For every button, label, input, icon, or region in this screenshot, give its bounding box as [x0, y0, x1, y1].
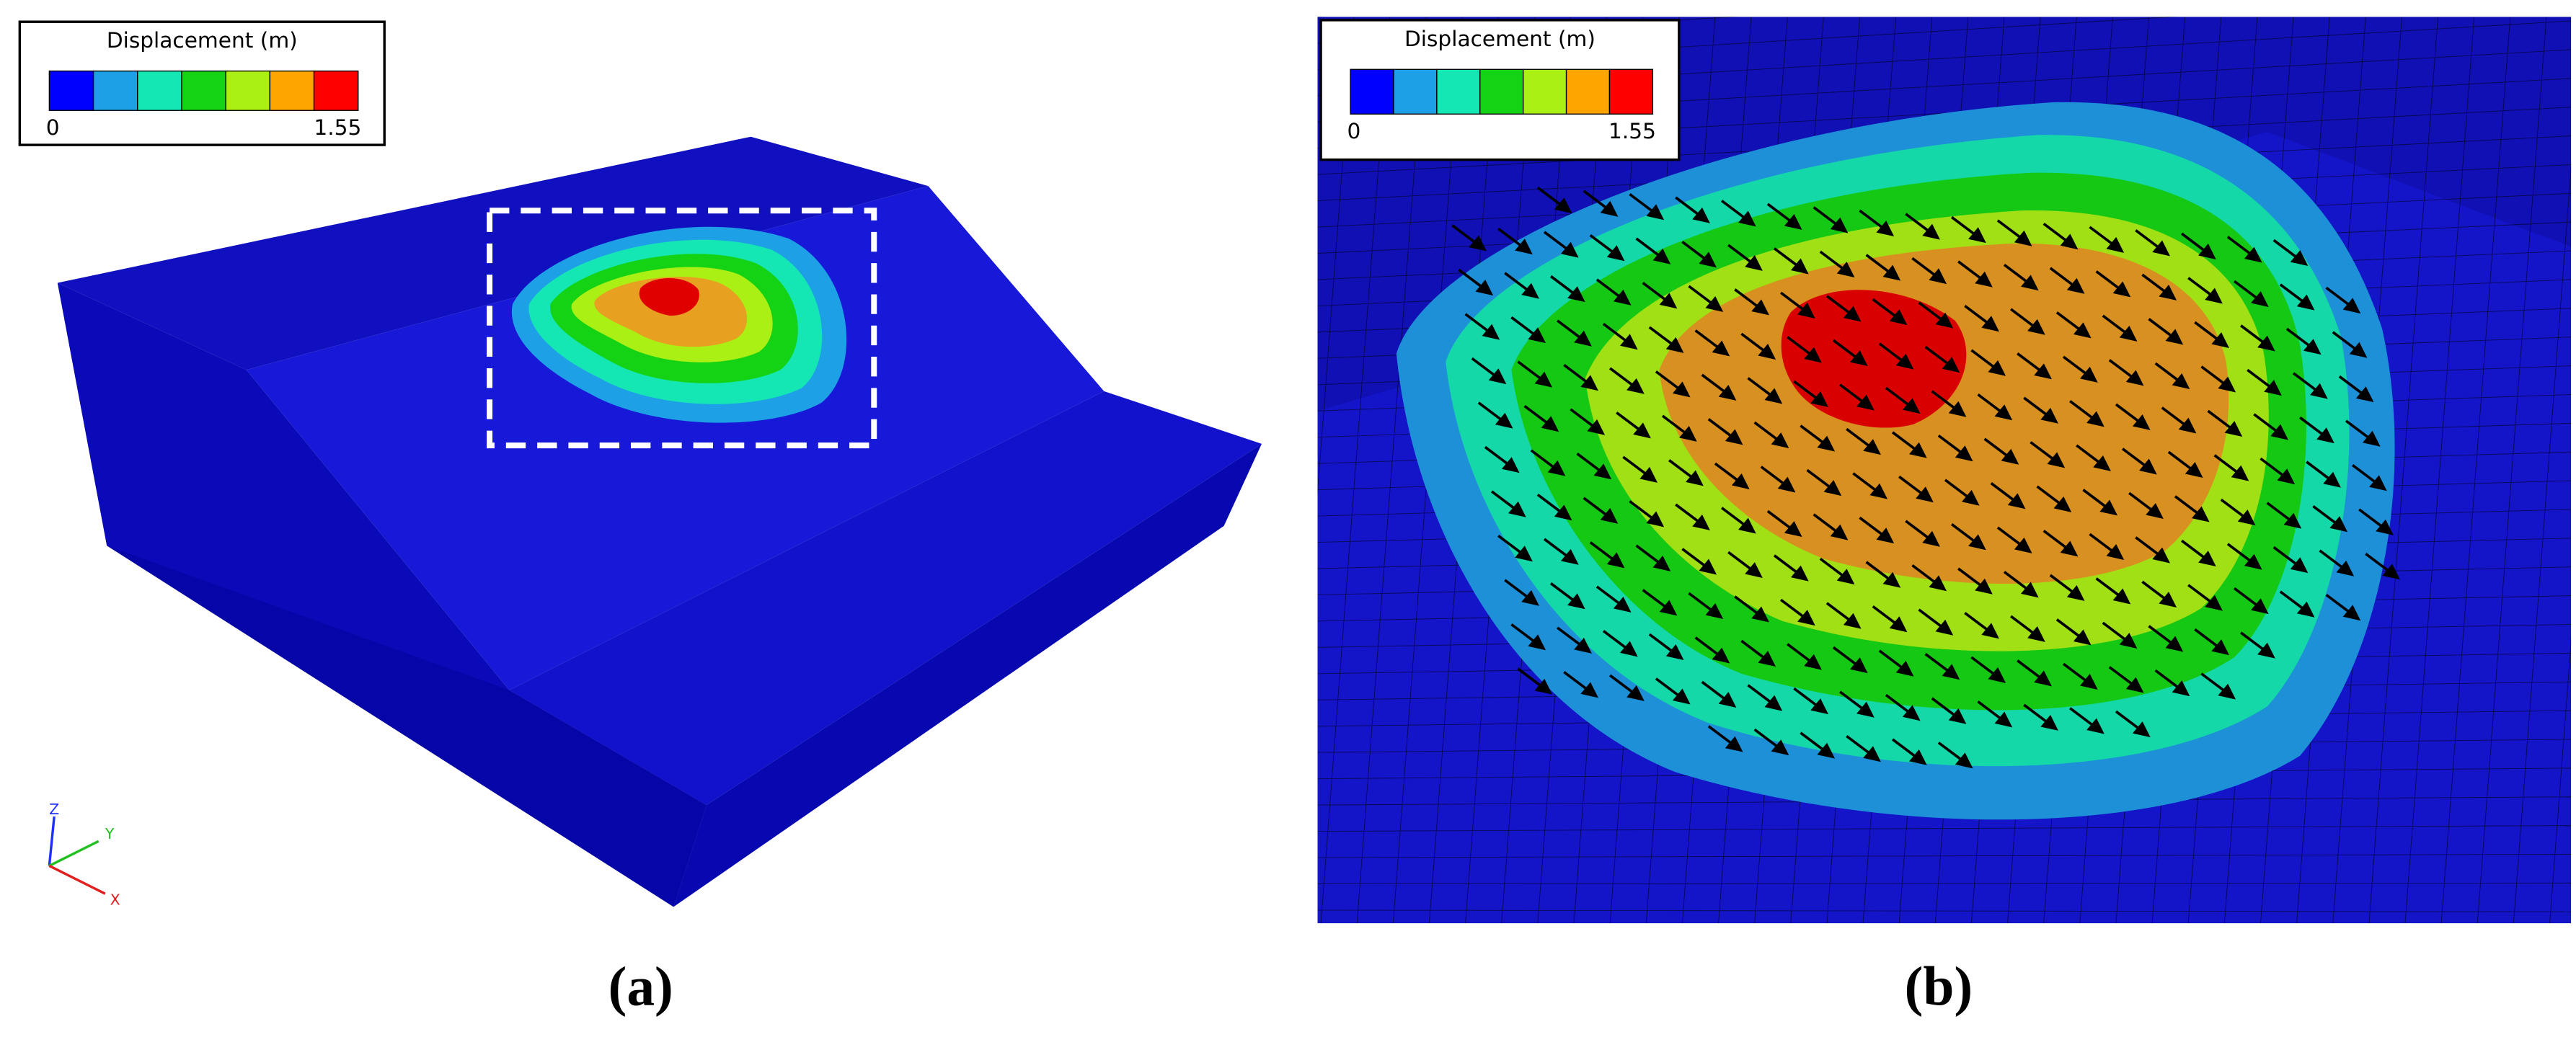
slope-model — [57, 136, 1262, 907]
zoom-view — [1317, 17, 2572, 924]
legend-swatch — [1393, 68, 1438, 115]
legend: Displacement (m) 0 1.55 — [1319, 19, 1681, 161]
legend-title: Displacement (m) — [107, 28, 298, 53]
legend-swatch — [92, 70, 138, 111]
legend-swatch — [1436, 68, 1481, 115]
legend-min: 0 — [1347, 119, 1361, 143]
legend: Displacement (m) 0 1.55 — [18, 20, 386, 146]
panel-caption: (b) — [1905, 956, 1973, 1018]
legend-swatch — [1565, 68, 1611, 115]
legend-swatch — [313, 70, 359, 111]
axis-label: Y — [105, 825, 115, 842]
panel-caption: (a) — [608, 956, 673, 1018]
legend-swatch — [269, 70, 315, 111]
legend-swatch — [1479, 68, 1524, 115]
legend-title: Displacement (m) — [1404, 27, 1595, 51]
axis-label: X — [110, 891, 120, 908]
axis-triad: Z Y X — [48, 801, 120, 908]
legend-swatch — [48, 70, 94, 111]
legend-swatch — [181, 70, 226, 111]
axis-label: Z — [49, 801, 59, 818]
legend-swatch — [137, 70, 182, 111]
legend-swatch — [1350, 68, 1394, 115]
legend-max: 1.55 — [1608, 119, 1656, 143]
legend-swatch — [225, 70, 271, 111]
legend-swatch — [1608, 68, 1654, 115]
legend-swatch — [1522, 68, 1567, 115]
legend-min: 0 — [46, 115, 60, 140]
legend-max: 1.55 — [314, 115, 361, 140]
zoom-box — [487, 208, 877, 449]
displacement-contour-a — [511, 226, 847, 423]
